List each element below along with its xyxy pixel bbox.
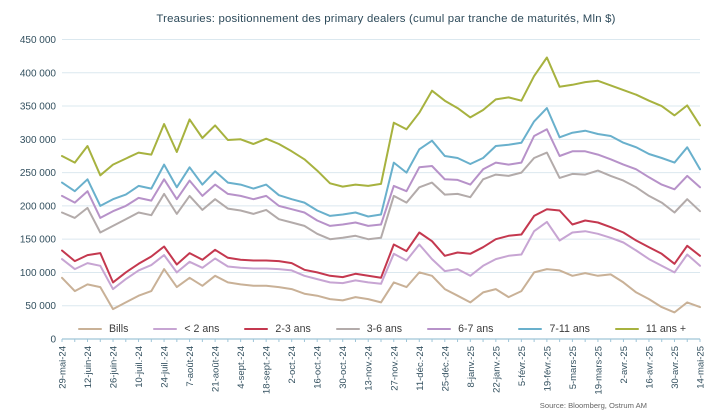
x-tick-label: 14-mai-25 (696, 346, 707, 389)
legend-label: 7-11 ans (549, 323, 590, 335)
x-tick-label: 11-déc.-24 (415, 346, 426, 391)
legend-item-bills: Bills (77, 323, 129, 335)
chart-title: Treasuries: positionnement des primary d… (156, 13, 616, 25)
legend-swatch (77, 327, 102, 331)
legend-item-2-ans: < 2 ans (153, 323, 219, 335)
legend-swatch (335, 327, 360, 331)
y-tick-label: 350 000 (20, 102, 57, 113)
x-tick-label: 21-août-24 (211, 346, 222, 392)
legend-label: Bills (108, 323, 129, 335)
x-tick-label: 2-avr.-25 (619, 346, 630, 384)
y-tick-label: 50 000 (25, 301, 56, 312)
x-tick-label: 19-févr.-25 (542, 346, 553, 391)
x-tick-label: 5-mars-25 (568, 346, 579, 389)
source-note: Source: Bloomberg, Ostrum AM (539, 401, 647, 410)
legend-label: 11 ans + (645, 323, 687, 335)
x-tick-label: 8-janv.-25 (466, 346, 477, 388)
legend-swatch (427, 327, 452, 331)
series-line-2-3-ans (61, 208, 701, 284)
y-tick-label: 200 000 (20, 201, 57, 212)
legend-label: 3-6 ans (366, 323, 403, 335)
x-tick-label: 22-janv.-25 (491, 346, 502, 393)
legend-swatch (518, 327, 543, 331)
series-line-6-7-ans (61, 128, 701, 227)
legend-swatch (153, 327, 178, 331)
x-tick-label: 30-oct.-24 (338, 346, 349, 389)
legend-item-7-11-ans: 7-11 ans (518, 323, 590, 335)
y-tick-label: 450 000 (20, 35, 57, 46)
legend-item-6-7-ans: 6-7 ans (427, 323, 493, 335)
x-tick-label: 27-nov.-24 (389, 346, 400, 391)
legend-label: 2-3 ans (275, 323, 311, 335)
series-line-bills (61, 268, 701, 314)
x-tick-label: 30-avr.-25 (670, 346, 681, 389)
y-tick-label: 150 000 (20, 235, 57, 246)
series-line-3-6-ans (61, 151, 701, 241)
x-tick-label: 24-juil.-24 (160, 346, 171, 388)
x-tick-label: 2-oct.-24 (287, 346, 298, 384)
x-tick-label: 29-mai-24 (58, 346, 69, 389)
legend-label: < 2 ans (184, 323, 220, 335)
x-tick-label: 7-août-24 (185, 346, 196, 387)
legend-item-3-6-ans: 3-6 ans (335, 323, 403, 335)
y-tick-label: 100 000 (20, 268, 57, 279)
y-tick-label: 0 (50, 335, 56, 346)
series-line-11-ans (61, 56, 701, 188)
x-tick-label: 10-juil.-24 (134, 346, 145, 388)
legend-item-2-3-ans: 2-3 ans (244, 323, 311, 335)
series-line-2-ans (61, 220, 701, 291)
x-tick-label: 13-nov.-24 (364, 346, 375, 391)
x-tick-label: 16-oct.-24 (313, 346, 324, 389)
x-tick-label: 26-juin-24 (109, 346, 120, 388)
x-tick-label: 19-mars-25 (593, 346, 604, 395)
chart-legend: Bills < 2 ans 2-3 ans 3-6 ans 6-7 ans 7-11 an… (62, 321, 702, 337)
legend-swatch (614, 327, 639, 331)
series-line-7-11-ans (61, 107, 701, 218)
y-tick-label: 400 000 (20, 68, 57, 79)
x-tick-label: 25-déc.-24 (440, 346, 451, 391)
x-tick-label: 16-avr.-25 (644, 346, 655, 389)
legend-item-11-ans: 11 ans + (614, 323, 687, 335)
x-tick-label: 12-juin-24 (83, 346, 94, 388)
x-tick-label: 4-sept.-24 (236, 346, 247, 389)
x-tick-label: 5-févr.-25 (517, 346, 528, 386)
y-tick-label: 300 000 (20, 135, 57, 146)
legend-swatch (244, 327, 269, 331)
legend-label: 6-7 ans (458, 323, 494, 335)
x-tick-label: 18-sept.-24 (262, 346, 273, 394)
y-tick-label: 250 000 (20, 168, 57, 179)
